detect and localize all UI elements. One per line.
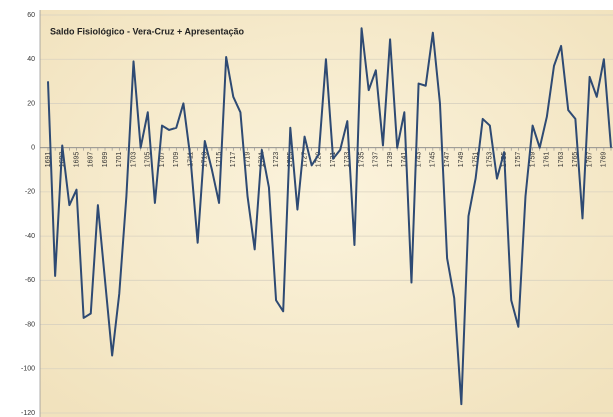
y-tick-label: 20 — [27, 100, 35, 107]
y-tick-label: 0 — [31, 145, 35, 152]
y-tick-label: -80 — [25, 321, 35, 328]
x-tick-label: 1723 — [273, 152, 280, 168]
x-tick-label: 1763 — [558, 152, 565, 168]
x-tick-label: 1719 — [244, 152, 251, 168]
x-tick-label: 1745 — [430, 152, 437, 168]
x-tick-label: 1713 — [202, 152, 209, 168]
y-tick-label: -40 — [25, 233, 35, 240]
x-tick-label: 1693 — [59, 152, 66, 168]
x-tick-label: 1705 — [145, 152, 152, 168]
y-tick-label: -20 — [25, 189, 35, 196]
x-tick-label: 1695 — [73, 152, 80, 168]
x-tick-label: 1757 — [515, 152, 522, 168]
x-tick-label: 1759 — [529, 152, 536, 168]
x-tick-label: 1769 — [601, 152, 608, 168]
x-tick-label: 1765 — [572, 152, 579, 168]
x-tick-label: 1743 — [415, 152, 422, 168]
x-tick-label: 1715 — [216, 152, 223, 168]
x-tick-label: 1699 — [102, 152, 109, 168]
x-tick-label: 1741 — [401, 152, 408, 168]
x-tick-label: 1739 — [387, 152, 394, 168]
x-tick-label: 1767 — [586, 152, 593, 168]
x-tick-label: 1701 — [116, 152, 123, 168]
x-tick-label: 1703 — [130, 152, 137, 168]
x-tick-label: 1753 — [487, 152, 494, 168]
y-tick-label: -60 — [25, 277, 35, 284]
x-tick-label: 1761 — [544, 152, 551, 168]
data-line — [47, 27, 612, 406]
x-tick-label: 1749 — [458, 152, 465, 168]
x-tick-label: 1729 — [316, 152, 323, 168]
x-tick-label: 1751 — [472, 152, 479, 168]
y-tick-label: 40 — [27, 56, 35, 63]
x-tick-label: 1735 — [358, 152, 365, 168]
x-tick-label: 1727 — [301, 152, 308, 168]
x-tick-label: 1737 — [373, 152, 380, 168]
x-tick-label: 1725 — [287, 152, 294, 168]
x-tick-label: 1691 — [45, 152, 52, 168]
x-tick-label: 1717 — [230, 152, 237, 168]
y-tick-label: -120 — [21, 410, 35, 417]
chart-title: Saldo Fisiológico - Vera-Cruz + Apresent… — [50, 26, 244, 36]
x-tick-label: 1707 — [159, 152, 166, 168]
x-tick-label: 1709 — [173, 152, 180, 168]
x-tick-label: 1733 — [344, 152, 351, 168]
y-tick-label: 60 — [27, 12, 35, 19]
x-tick-label: 1721 — [259, 152, 266, 168]
x-tick-label: 1747 — [444, 152, 451, 168]
x-tick-label: 1697 — [88, 152, 95, 168]
y-tick-label: -100 — [21, 366, 35, 373]
